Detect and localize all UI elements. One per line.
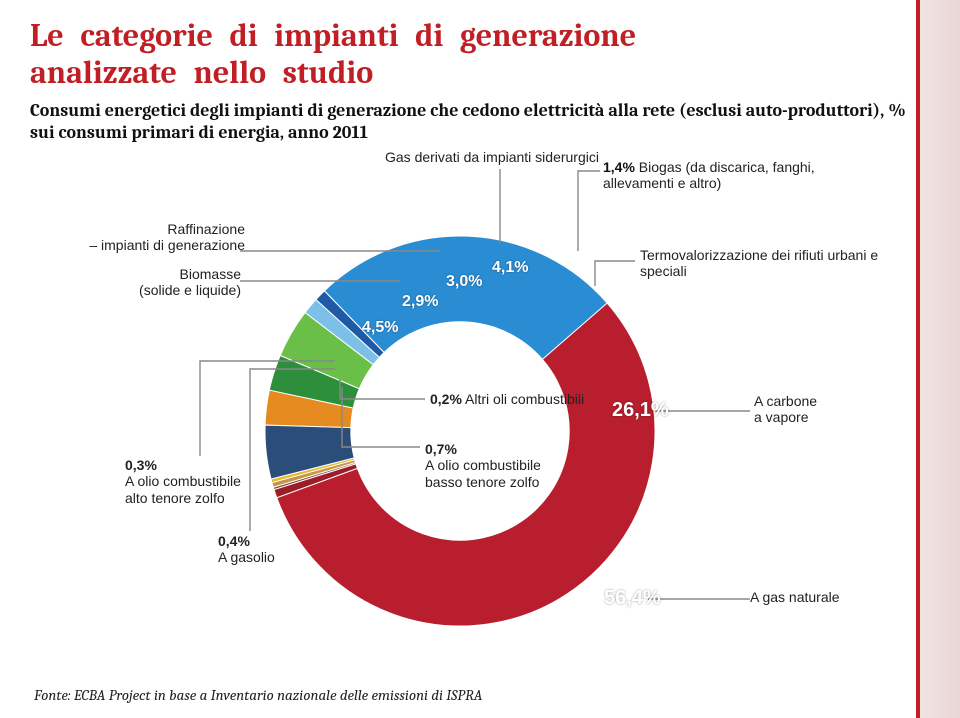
- label-raffin: Raffinazione– impianti di generazione: [70, 221, 245, 255]
- page-title: Le categorie di impianti di generazione …: [30, 18, 930, 92]
- pct-biomasse: 2,9%: [402, 293, 438, 311]
- slide-page: Le categorie di impianti di generazione …: [0, 0, 960, 718]
- donut-chart-area: A gas naturale A carbonea vapore Termova…: [30, 151, 890, 671]
- label-gasolio: 0,4%A gasolio: [218, 533, 338, 567]
- label-carbone: A carbonea vapore: [754, 393, 874, 427]
- page-subtitle: Consumi energetici degli impianti di gen…: [30, 100, 930, 145]
- label-biomasse: Biomasse(solide e liquide): [96, 266, 241, 300]
- label-oliobasso: 0,7%A olio combustibilebasso tenore zolf…: [425, 441, 595, 491]
- pct-gasnat: 56,4%: [604, 587, 661, 610]
- pct-bluewedge: 4,5%: [362, 319, 398, 337]
- title-line1: Le categorie di impianti di generazione: [30, 17, 636, 54]
- pct-siderur: 4,1%: [492, 259, 528, 277]
- label-termov: Termovalorizzazione dei rifiuti urbani e…: [640, 247, 880, 281]
- pct-raffin: 3,0%: [446, 273, 482, 291]
- source-footer: Fonte: ECBA Project in base a Inventario…: [34, 686, 482, 704]
- title-line2: analizzate nello studio: [30, 54, 373, 91]
- label-gasnat: A gas naturale: [750, 589, 840, 606]
- decorative-right-border: [916, 0, 960, 718]
- label-olioalto: 0,3%A olio combustibilealto tenore zolfo: [125, 457, 275, 507]
- pct-carbone: 26,1%: [612, 399, 669, 422]
- label-siderur: Gas derivati da impianti siderurgici: [385, 149, 599, 166]
- donut-chart: [260, 231, 660, 631]
- label-biogas: 1,4% Biogas (da discarica, fanghi,alleva…: [603, 159, 863, 193]
- label-altriol: 0,2% Altri oli combustibili: [430, 391, 584, 408]
